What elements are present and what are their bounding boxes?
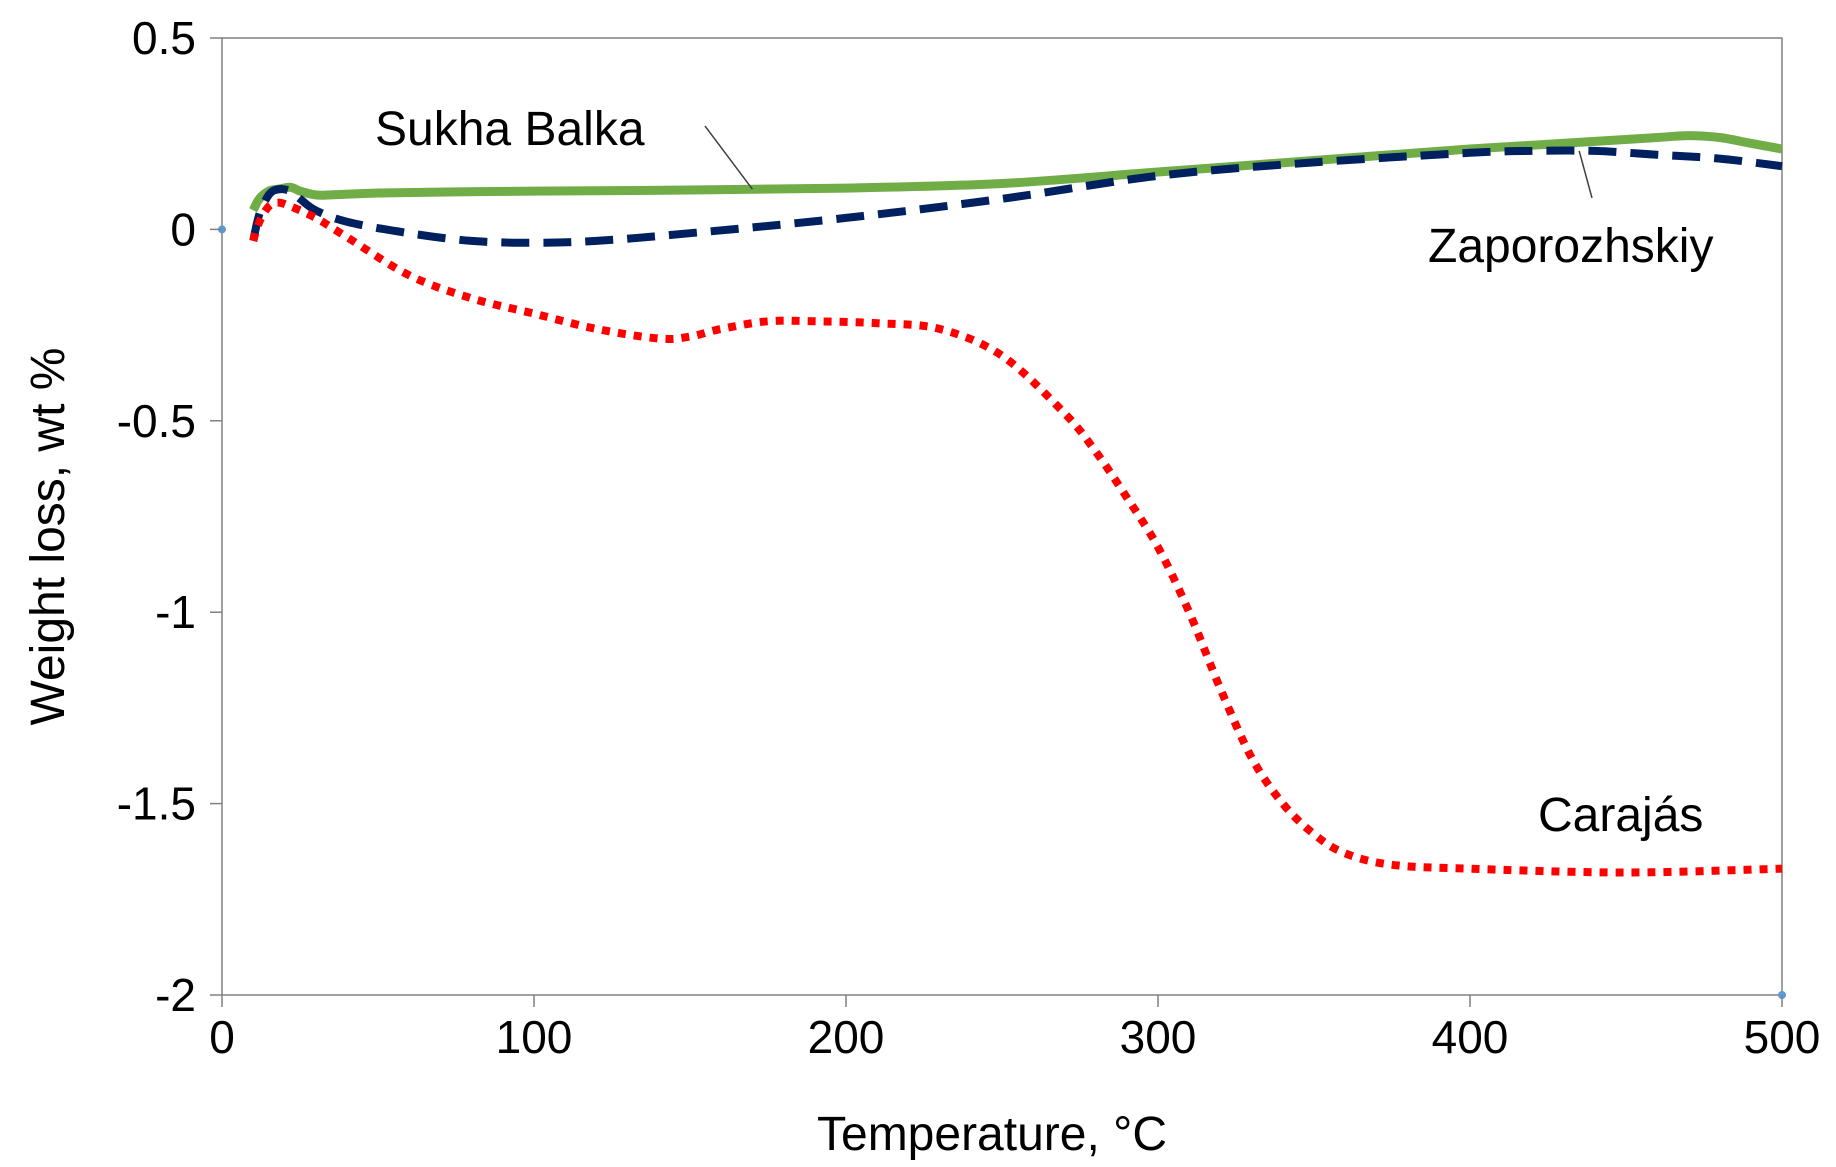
leader-line (1578, 150, 1593, 199)
x-tick-label: 300 (1120, 1011, 1197, 1063)
series-line-zaporozhskiy (249, 146, 1783, 247)
y-tick-label: -2 (155, 969, 196, 1021)
series-group (249, 131, 1783, 877)
leader-line (704, 125, 754, 190)
x-axis-title: Temperature, °C (817, 1108, 1167, 1161)
x-tick-label: 500 (1744, 1011, 1821, 1063)
x-tick-label: 200 (808, 1011, 885, 1063)
y-tick-label: -1.5 (117, 778, 196, 830)
x-tick-label: 100 (496, 1011, 573, 1063)
series-label: Zaporozhskiy (1428, 220, 1713, 273)
series-label: Carajás (1538, 789, 1703, 842)
y-tick-label: -0.5 (117, 395, 196, 447)
series-line-carajas (249, 198, 1783, 877)
y-tick-label: -1 (155, 586, 196, 638)
axes: 0.50-0.5-1-1.5-20 100 200 300 400 500Temperat… (22, 12, 1820, 1161)
y-tick-label: 0.5 (132, 12, 196, 64)
series-labels: Sukha Balka Zaporozhskiy Carajás (375, 103, 1713, 842)
y-tick-label: 0 (170, 203, 196, 255)
y-axis-title: Weight loss, wt % (22, 348, 75, 726)
series-label: Sukha Balka (375, 103, 645, 156)
plot-frame (221, 37, 1783, 996)
series-line-sukha-balka (249, 131, 1783, 213)
x-tick-label: 0 (209, 1011, 235, 1063)
x-tick-label: 400 (1432, 1011, 1509, 1063)
